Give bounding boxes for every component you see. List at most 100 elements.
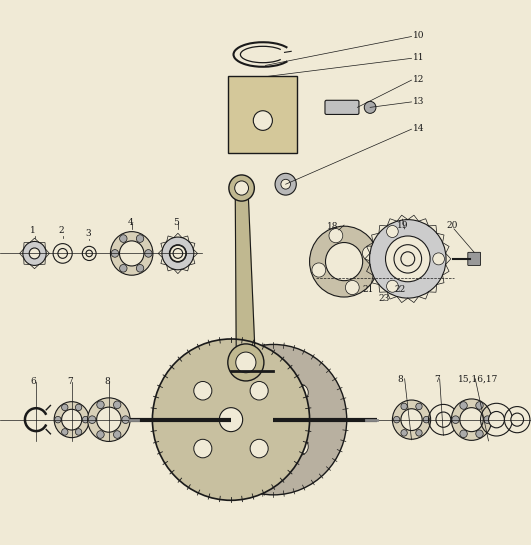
Circle shape	[200, 344, 347, 495]
Circle shape	[58, 249, 67, 258]
Circle shape	[194, 439, 212, 458]
Circle shape	[387, 226, 398, 238]
Circle shape	[393, 416, 400, 423]
Circle shape	[173, 249, 183, 258]
Circle shape	[364, 101, 376, 113]
Circle shape	[119, 264, 127, 272]
Circle shape	[386, 236, 430, 282]
Circle shape	[62, 409, 82, 430]
Circle shape	[476, 430, 483, 438]
Circle shape	[75, 404, 82, 410]
Circle shape	[451, 399, 492, 440]
Circle shape	[136, 264, 144, 272]
Circle shape	[152, 339, 310, 500]
Circle shape	[88, 416, 96, 423]
Text: 23: 23	[378, 294, 389, 304]
Circle shape	[88, 398, 130, 441]
Circle shape	[484, 416, 491, 423]
Text: 11: 11	[413, 53, 425, 62]
Circle shape	[239, 438, 256, 455]
Circle shape	[236, 352, 256, 373]
FancyBboxPatch shape	[468, 252, 481, 265]
Circle shape	[122, 416, 129, 423]
Text: 15,16,17: 15,16,17	[458, 374, 498, 384]
Circle shape	[229, 175, 254, 201]
Circle shape	[75, 429, 82, 435]
Circle shape	[144, 250, 152, 257]
Circle shape	[97, 401, 104, 409]
Circle shape	[219, 408, 243, 432]
Circle shape	[275, 173, 296, 195]
Circle shape	[476, 402, 483, 409]
Circle shape	[511, 413, 524, 426]
Circle shape	[416, 429, 422, 436]
Circle shape	[401, 252, 415, 266]
Circle shape	[82, 416, 89, 423]
Circle shape	[370, 220, 446, 298]
Circle shape	[235, 181, 249, 195]
Text: 21: 21	[362, 284, 373, 294]
Circle shape	[281, 179, 290, 189]
Circle shape	[326, 243, 363, 281]
Circle shape	[194, 382, 212, 400]
Text: 4: 4	[127, 218, 133, 227]
Circle shape	[62, 404, 68, 410]
Circle shape	[423, 416, 430, 423]
Text: 12: 12	[413, 75, 424, 84]
Circle shape	[436, 412, 451, 427]
Circle shape	[97, 407, 121, 432]
Polygon shape	[235, 188, 255, 362]
Circle shape	[250, 439, 268, 458]
Circle shape	[62, 429, 68, 435]
FancyBboxPatch shape	[325, 100, 359, 114]
Circle shape	[310, 226, 379, 297]
Circle shape	[112, 250, 118, 257]
Circle shape	[250, 382, 268, 400]
Circle shape	[387, 280, 398, 292]
Circle shape	[312, 263, 326, 277]
Circle shape	[170, 245, 186, 262]
Text: 3: 3	[85, 229, 91, 238]
Circle shape	[228, 344, 264, 381]
Text: 20: 20	[446, 221, 457, 230]
Circle shape	[136, 235, 144, 243]
Circle shape	[162, 237, 194, 270]
Circle shape	[291, 438, 308, 455]
Circle shape	[433, 253, 444, 265]
Circle shape	[264, 410, 283, 429]
Bar	[228, 76, 297, 153]
Text: 7: 7	[434, 374, 440, 384]
Circle shape	[97, 431, 104, 438]
Text: 14: 14	[413, 124, 425, 133]
Circle shape	[119, 241, 144, 266]
Text: 1: 1	[30, 226, 36, 235]
Circle shape	[345, 281, 359, 295]
Circle shape	[55, 416, 61, 423]
Circle shape	[460, 402, 467, 409]
Text: 19: 19	[397, 221, 409, 230]
Circle shape	[401, 409, 422, 431]
Circle shape	[29, 248, 40, 259]
Circle shape	[54, 402, 89, 438]
Circle shape	[416, 403, 422, 410]
Circle shape	[363, 246, 376, 261]
Text: 8: 8	[105, 377, 110, 386]
Circle shape	[86, 250, 92, 257]
Circle shape	[401, 429, 407, 436]
Text: 10: 10	[413, 31, 425, 40]
Circle shape	[23, 241, 46, 265]
Circle shape	[452, 416, 459, 423]
Circle shape	[489, 411, 504, 428]
Circle shape	[114, 401, 121, 409]
Text: 9: 9	[168, 377, 174, 386]
Circle shape	[460, 430, 467, 438]
Circle shape	[114, 431, 121, 438]
Text: 22: 22	[394, 284, 405, 294]
Circle shape	[253, 111, 272, 130]
Text: 7: 7	[67, 377, 73, 386]
Circle shape	[401, 403, 407, 410]
Text: 2: 2	[58, 226, 64, 235]
Circle shape	[239, 384, 256, 402]
Text: 8: 8	[397, 374, 403, 384]
Text: 6: 6	[31, 377, 37, 386]
